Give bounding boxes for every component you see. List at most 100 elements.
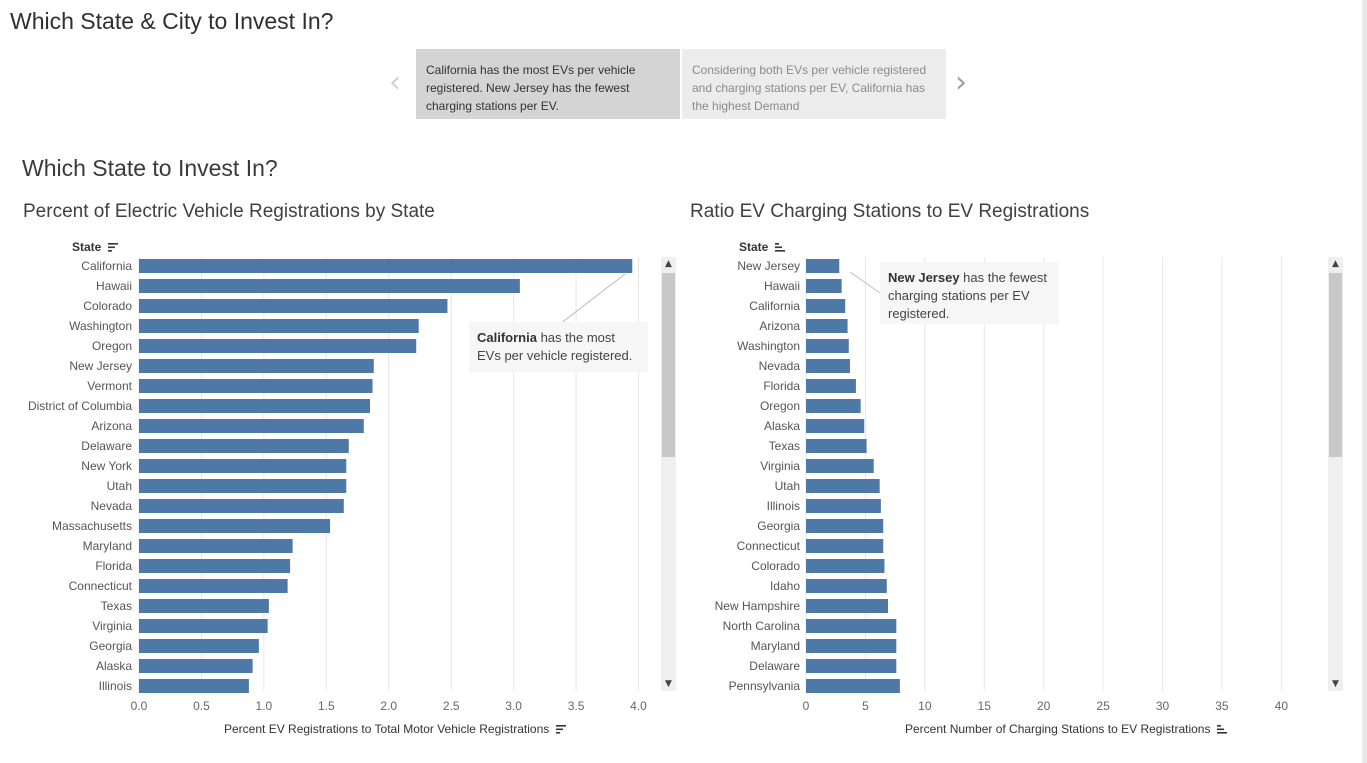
bar-right-4 — [806, 339, 849, 353]
bar-left-21 — [139, 679, 249, 693]
x-tick-label-right-1: 5 — [862, 699, 869, 713]
category-label-left-11: Utah — [107, 479, 132, 493]
bar-left-5 — [139, 359, 374, 373]
bar-right-11 — [806, 479, 880, 493]
scrollbar-thumb[interactable] — [662, 273, 675, 457]
state-header-label: State — [739, 240, 769, 254]
bar-right-10 — [806, 459, 874, 473]
bar-left-6 — [139, 379, 373, 393]
category-label-left-20: Alaska — [96, 659, 132, 673]
category-label-right-12: Illinois — [767, 499, 800, 513]
story-title: Which State & City to Invest In? — [10, 8, 334, 34]
category-label-left-6: Vermont — [87, 379, 132, 393]
annotation-text: has the most EVs per vehicle registered. — [477, 330, 633, 363]
sort-ascending-icon[interactable] — [774, 243, 785, 252]
bar-left-7 — [139, 399, 371, 413]
x-tick-label-left-5: 2.5 — [443, 699, 460, 713]
next-story-point-arrow-icon[interactable]: › — [955, 65, 967, 100]
x-axis-title-left[interactable]: Percent EV Registrations to Total Motor … — [224, 722, 566, 736]
x-axis-title-right[interactable]: Percent Number of Charging Stations to E… — [905, 722, 1227, 736]
category-label-right-3: Arizona — [759, 319, 800, 333]
category-label-left-19: Georgia — [89, 639, 132, 653]
category-label-left-15: Florida — [95, 559, 132, 573]
bar-left-19 — [139, 639, 259, 653]
bar-right-6 — [806, 379, 856, 393]
bar-right-0 — [806, 259, 840, 273]
x-tick-label-right-6: 30 — [1156, 699, 1170, 713]
category-label-left-7: District of Columbia — [28, 399, 132, 413]
category-label-left-12: Nevada — [91, 499, 133, 513]
bar-right-13 — [806, 519, 884, 533]
state-column-header-right[interactable]: State — [739, 240, 785, 254]
state-column-header-left[interactable]: State — [72, 240, 118, 254]
category-label-right-4: Washington — [737, 339, 800, 353]
x-axis-title-text: Percent EV Registrations to Total Motor … — [224, 722, 550, 736]
previous-story-point-arrow-icon[interactable]: ‹ — [389, 65, 401, 100]
x-tick-label-right-4: 20 — [1037, 699, 1051, 713]
bar-right-18 — [806, 619, 897, 633]
x-tick-label-left-4: 2.0 — [380, 699, 397, 713]
category-label-left-18: Virginia — [92, 619, 132, 633]
category-label-right-19: Maryland — [751, 639, 800, 653]
category-label-right-16: Idaho — [770, 579, 800, 593]
sort-descending-icon[interactable] — [107, 243, 118, 252]
bar-right-9 — [806, 439, 867, 453]
category-label-left-0: California — [81, 259, 132, 273]
category-label-right-11: Utah — [775, 479, 800, 493]
left-chart-scrollbar[interactable]: ▲ ▼ — [661, 257, 676, 691]
story-point-1[interactable]: California has the most EVs per vehicle … — [416, 49, 680, 119]
bar-right-2 — [806, 299, 846, 313]
annotation-leader-left — [559, 273, 626, 325]
category-label-right-20: Delaware — [749, 659, 800, 673]
bar-right-20 — [806, 659, 897, 673]
sort-ascending-icon[interactable] — [1216, 725, 1227, 734]
right-chart-scrollbar[interactable]: ▲ ▼ — [1328, 257, 1343, 691]
category-label-left-3: Washington — [69, 319, 132, 333]
bar-right-12 — [806, 499, 881, 513]
x-tick-label-right-8: 40 — [1275, 699, 1289, 713]
x-tick-label-left-2: 1.0 — [256, 699, 273, 713]
bar-right-3 — [806, 319, 848, 333]
bar-left-13 — [139, 519, 331, 533]
scroll-up-icon[interactable]: ▲ — [665, 259, 672, 269]
window-right-edge — [1362, 0, 1367, 763]
category-label-left-8: Arizona — [91, 419, 132, 433]
category-label-left-1: Hawaii — [96, 279, 132, 293]
bar-left-14 — [139, 539, 293, 553]
scroll-up-icon[interactable]: ▲ — [1332, 259, 1339, 269]
bar-left-20 — [139, 659, 253, 673]
category-label-right-10: Virginia — [760, 459, 800, 473]
bar-right-14 — [806, 539, 884, 553]
category-label-right-14: Connecticut — [737, 539, 801, 553]
bar-right-5 — [806, 359, 850, 373]
category-label-right-0: New Jersey — [737, 259, 800, 273]
category-label-right-7: Oregon — [760, 399, 800, 413]
chart-title-ev-registrations: Percent of Electric Vehicle Registration… — [23, 201, 435, 222]
x-tick-label-left-6: 3.0 — [505, 699, 522, 713]
bar-right-16 — [806, 579, 887, 593]
scroll-down-icon[interactable]: ▼ — [665, 679, 672, 689]
category-label-left-13: Massachusetts — [52, 519, 132, 533]
scrollbar-thumb[interactable] — [1329, 273, 1342, 457]
category-label-right-21: Pennsylvania — [729, 679, 801, 693]
bar-left-18 — [139, 619, 268, 633]
scroll-down-icon[interactable]: ▼ — [1332, 679, 1339, 689]
x-tick-label-left-1: 0.5 — [193, 699, 210, 713]
x-axis-title-text: Percent Number of Charging Stations to E… — [905, 722, 1211, 736]
x-tick-label-left-8: 4.0 — [630, 699, 647, 713]
bar-left-17 — [139, 599, 269, 613]
sort-descending-icon[interactable] — [555, 725, 566, 734]
story-point-2[interactable]: Considering both EVs per vehicle registe… — [682, 49, 946, 119]
category-label-right-5: Nevada — [759, 359, 801, 373]
category-label-right-13: Georgia — [757, 519, 800, 533]
bar-left-2 — [139, 299, 448, 313]
category-label-left-10: New York — [81, 459, 133, 473]
x-tick-label-left-7: 3.5 — [568, 699, 585, 713]
category-label-right-1: Hawaii — [764, 279, 800, 293]
annotation-california: California has the most EVs per vehicle … — [469, 322, 648, 372]
category-label-left-14: Maryland — [83, 539, 132, 553]
bar-left-4 — [139, 339, 417, 353]
annotation-text: has the fewest charging stations per EV … — [888, 270, 1048, 321]
category-label-right-15: Colorado — [751, 559, 800, 573]
